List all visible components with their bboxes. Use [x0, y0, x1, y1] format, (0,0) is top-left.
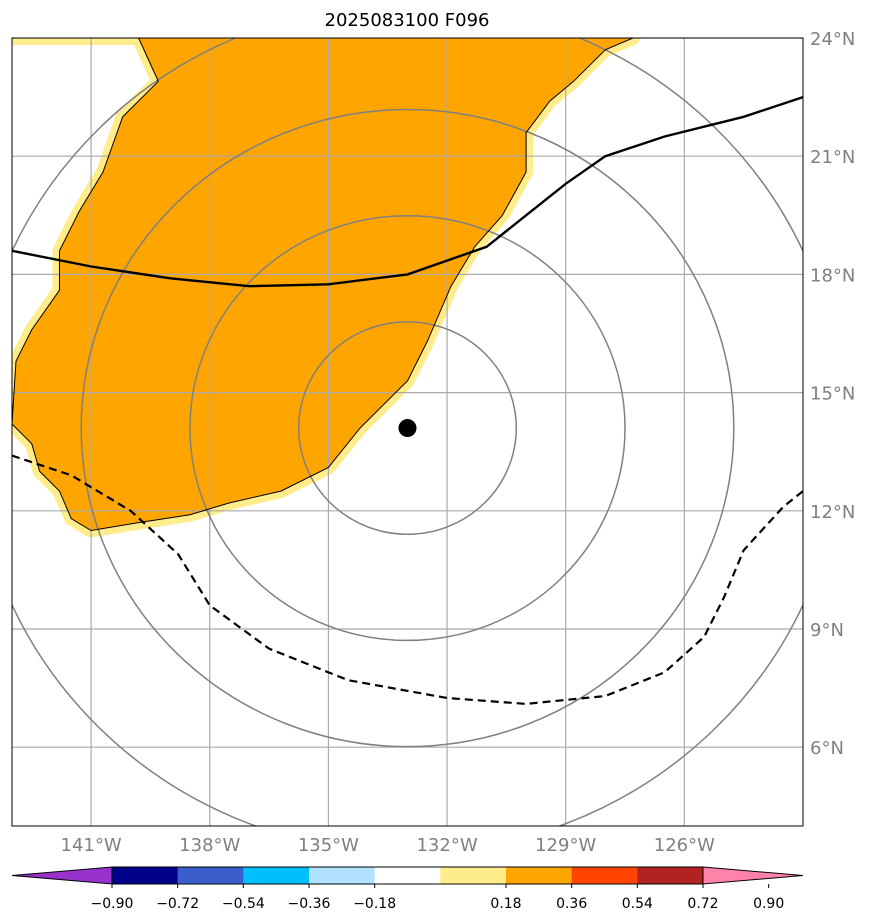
- solid-contour: [12, 95, 803, 288]
- lat-tick-label: 24°N: [810, 29, 855, 50]
- colorbar-frame: [111, 866, 704, 885]
- range-ring: [80, 108, 735, 748]
- storm-center-marker: [398, 419, 417, 438]
- colorbar: [11, 866, 804, 885]
- colorbar-segment: [309, 867, 376, 884]
- colorbar-tick-label: 0.54: [622, 896, 653, 912]
- lat-tick-label: 6°N: [810, 738, 844, 759]
- colorbar-tick-label: −0.90: [91, 896, 134, 912]
- colorbar-extend-high: [702, 866, 804, 885]
- coastline-west: [12, 38, 159, 532]
- chart-title: 2025083100 F096: [325, 10, 490, 31]
- range-rings: [12, 38, 803, 826]
- colorbar-segment: [506, 867, 573, 884]
- lon-tick-label: 135°W: [298, 835, 359, 856]
- colorbar-segment: [374, 867, 441, 884]
- colorbar-tick-label: 0.72: [687, 896, 718, 912]
- colorbar-segment: [637, 867, 704, 884]
- lon-tick-label: 138°W: [179, 835, 240, 856]
- contours: [12, 38, 803, 706]
- lon-tick-label: 129°W: [535, 835, 596, 856]
- lon-tick-label: 126°W: [654, 835, 715, 856]
- colorbar-tick-label: −0.54: [222, 896, 265, 912]
- gridlines: [12, 38, 803, 826]
- colorbar-tick-labels: −0.90 −0.72 −0.54 −0.36 −0.18 0.18 0.36 0.54 0.7…: [91, 884, 784, 912]
- colorbar-segment: [571, 867, 638, 884]
- colorbar-tick-label: 0.36: [556, 896, 587, 912]
- lon-tick-label: 132°W: [416, 835, 477, 856]
- colorbar-tick-label: −0.36: [288, 896, 331, 912]
- longitude-tick-labels: 141°W 138°W 135°W 132°W 129°W 126°W: [61, 835, 716, 856]
- lat-tick-label: 18°N: [810, 265, 855, 286]
- dashed-contour: [12, 454, 803, 706]
- lat-tick-label: 15°N: [810, 384, 855, 405]
- lat-tick-label: 9°N: [810, 620, 844, 641]
- colorbar-tick-label: −0.72: [156, 896, 199, 912]
- plot-frame: [11, 37, 804, 827]
- lat-tick-label: 12°N: [810, 502, 855, 523]
- colorbar-tick-label: −0.18: [353, 896, 396, 912]
- range-ring: [297, 321, 518, 535]
- colorbar-tick-label: 0.18: [490, 896, 521, 912]
- colorbar-segment: [243, 867, 310, 884]
- colorbar-extend-low: [11, 866, 113, 885]
- lon-tick-label: 141°W: [61, 835, 122, 856]
- colorbar-segment: [177, 867, 244, 884]
- colorbar-segment: [440, 867, 507, 884]
- storm-center: [398, 419, 417, 438]
- map-plot-area: [12, 38, 803, 826]
- range-ring: [189, 214, 626, 642]
- latitude-tick-labels: 6°N 9°N 12°N 15°N 18°N 21°N 24°N: [810, 29, 855, 759]
- colorbar-segment: [112, 867, 179, 884]
- coastline-east: [138, 38, 634, 524]
- colorbar-tick-label: 0.90: [753, 896, 784, 912]
- lat-tick-label: 21°N: [810, 147, 855, 168]
